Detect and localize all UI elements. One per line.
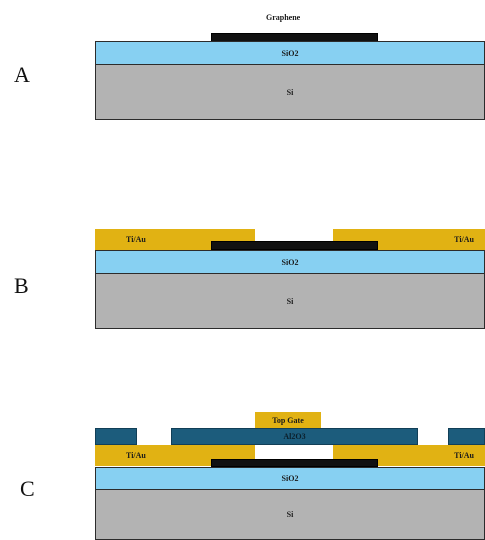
top-gate: Top Gate	[255, 412, 321, 429]
graphene-label: Graphene	[266, 13, 301, 22]
sio2-layer: SiO2	[95, 41, 485, 65]
panel-letter-b: B	[14, 273, 29, 298]
si-substrate: Si	[95, 273, 485, 329]
graphene-layer	[211, 459, 378, 467]
panel-letter-c: C	[20, 476, 35, 501]
si-substrate: Si	[95, 489, 485, 540]
sio2-layer: SiO2	[95, 467, 485, 490]
graphene-layer	[211, 241, 378, 250]
al2o3-left-segment	[95, 428, 137, 445]
al2o3-dielectric: Al2O3	[171, 428, 418, 445]
panel-letter-a: A	[14, 62, 30, 87]
sio2-layer: SiO2	[95, 250, 485, 274]
si-substrate: Si	[95, 64, 485, 120]
al2o3-right-segment	[448, 428, 485, 445]
